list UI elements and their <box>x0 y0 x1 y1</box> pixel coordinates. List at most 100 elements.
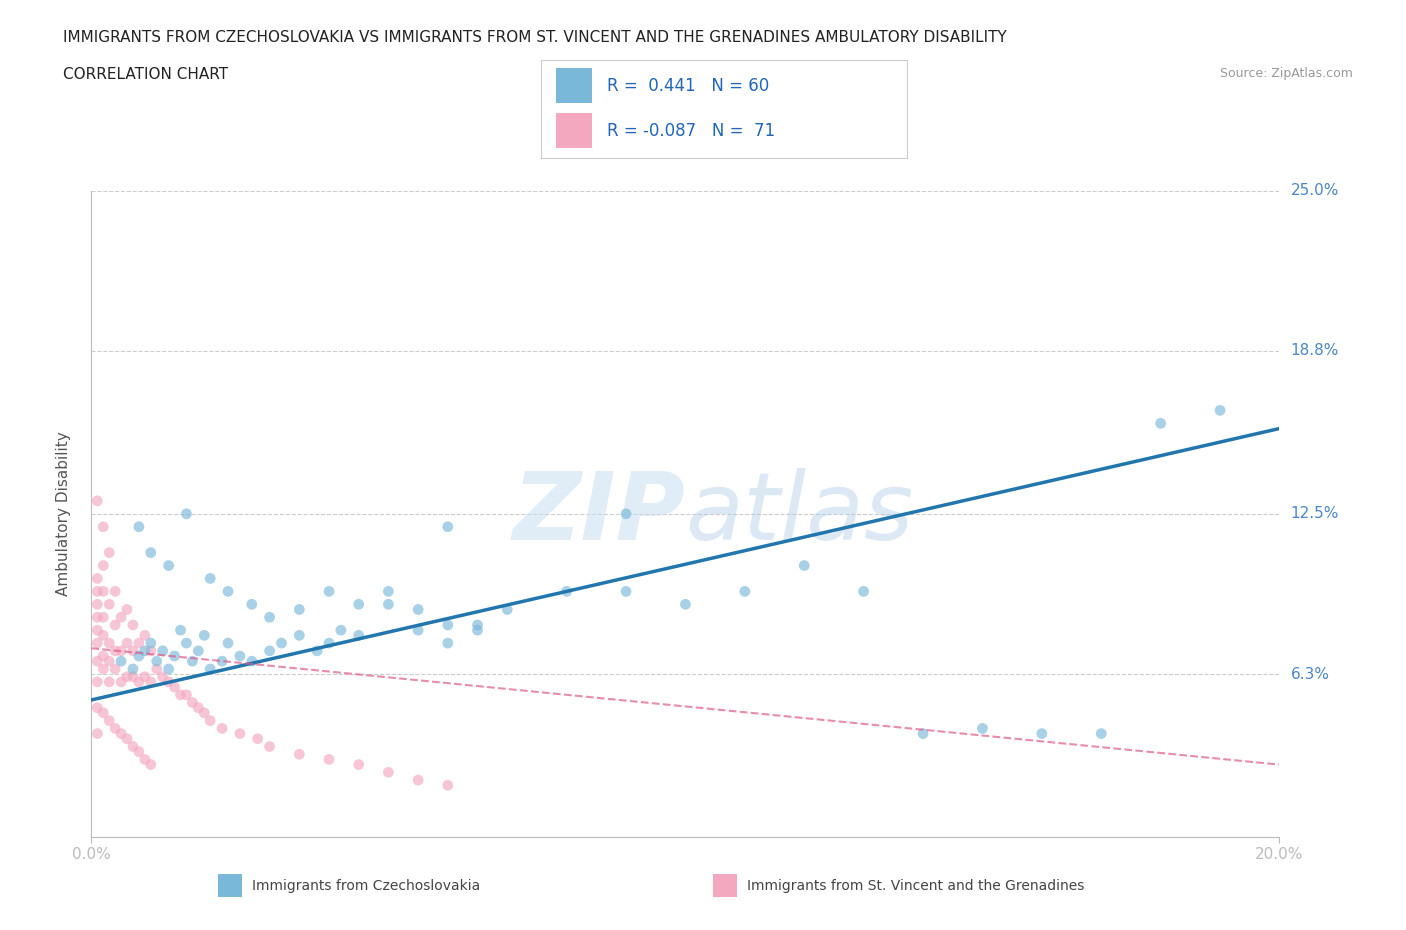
Point <box>86 654 108 669</box>
Point <box>98 597 121 612</box>
Point <box>467 623 489 638</box>
Point <box>169 687 191 702</box>
Point <box>157 674 180 689</box>
Point <box>86 571 108 586</box>
Point <box>152 644 174 658</box>
Point <box>104 644 127 658</box>
Point <box>614 507 637 522</box>
Text: 18.8%: 18.8% <box>1291 343 1339 358</box>
Point <box>86 623 108 638</box>
Point <box>176 687 198 702</box>
Point <box>86 636 108 651</box>
Point <box>169 623 191 638</box>
Point <box>145 661 167 676</box>
Text: IMMIGRANTS FROM CZECHOSLOVAKIA VS IMMIGRANTS FROM ST. VINCENT AND THE GRENADINES: IMMIGRANTS FROM CZECHOSLOVAKIA VS IMMIGR… <box>63 30 1007 45</box>
Point <box>139 674 162 689</box>
Point <box>734 584 756 599</box>
Point <box>406 623 429 638</box>
Point <box>110 654 132 669</box>
Point <box>318 636 340 651</box>
Point <box>259 739 281 754</box>
Point <box>852 584 875 599</box>
Point <box>104 661 127 676</box>
Point <box>200 571 222 586</box>
Point <box>217 584 239 599</box>
Text: 12.5%: 12.5% <box>1291 506 1339 522</box>
Point <box>98 654 121 669</box>
Point <box>288 747 311 762</box>
Point <box>555 584 578 599</box>
Point <box>128 519 150 534</box>
Point <box>86 726 108 741</box>
Point <box>122 644 145 658</box>
Point <box>176 636 198 651</box>
Point <box>193 628 215 643</box>
Point <box>347 597 370 612</box>
Bar <box>555 68 592 103</box>
Point <box>86 700 108 715</box>
Point <box>187 644 209 658</box>
Point <box>145 654 167 669</box>
Point <box>406 773 429 788</box>
Point <box>128 648 150 663</box>
Point <box>115 636 138 651</box>
Y-axis label: Ambulatory Disability: Ambulatory Disability <box>56 432 70 596</box>
Point <box>1031 726 1053 741</box>
Point <box>1090 726 1112 741</box>
Point <box>200 713 222 728</box>
Point <box>181 654 204 669</box>
Point <box>122 670 145 684</box>
Bar <box>555 113 592 149</box>
Point <box>110 610 132 625</box>
Point <box>104 721 127 736</box>
Point <box>240 654 263 669</box>
Point <box>972 721 994 736</box>
Point <box>98 713 121 728</box>
Point <box>122 739 145 754</box>
Point <box>436 618 458 632</box>
Point <box>229 648 252 663</box>
Point <box>318 584 340 599</box>
Point <box>259 610 281 625</box>
Point <box>128 674 150 689</box>
Text: Immigrants from St. Vincent and the Grenadines: Immigrants from St. Vincent and the Gren… <box>747 879 1084 893</box>
Point <box>259 644 281 658</box>
Text: Immigrants from Czechoslovakia: Immigrants from Czechoslovakia <box>252 879 479 893</box>
Point <box>110 674 132 689</box>
Point <box>163 680 186 695</box>
Point <box>467 618 489 632</box>
Point <box>307 644 329 658</box>
Point <box>122 618 145 632</box>
Point <box>115 670 138 684</box>
Point <box>614 584 637 599</box>
Point <box>181 695 204 710</box>
Point <box>187 700 209 715</box>
Point <box>115 731 138 746</box>
Text: 25.0%: 25.0% <box>1291 183 1339 198</box>
Point <box>163 648 186 663</box>
Point <box>176 507 198 522</box>
Point <box>134 670 156 684</box>
Point <box>91 661 114 676</box>
Point <box>1209 403 1232 418</box>
Point <box>347 757 370 772</box>
Point <box>211 654 233 669</box>
Point <box>91 706 114 721</box>
Point <box>496 602 519 617</box>
Text: Source: ZipAtlas.com: Source: ZipAtlas.com <box>1219 67 1353 80</box>
Point <box>139 636 162 651</box>
Point <box>436 636 458 651</box>
Point <box>436 519 458 534</box>
Point <box>115 602 138 617</box>
Point <box>86 674 108 689</box>
Text: atlas: atlas <box>685 469 914 559</box>
Point <box>134 644 156 658</box>
Point <box>246 731 269 746</box>
Point <box>91 519 114 534</box>
Text: ZIP: ZIP <box>513 468 685 560</box>
Point <box>193 706 215 721</box>
Point <box>157 661 180 676</box>
Point <box>104 584 127 599</box>
Point <box>91 610 114 625</box>
Point <box>122 661 145 676</box>
